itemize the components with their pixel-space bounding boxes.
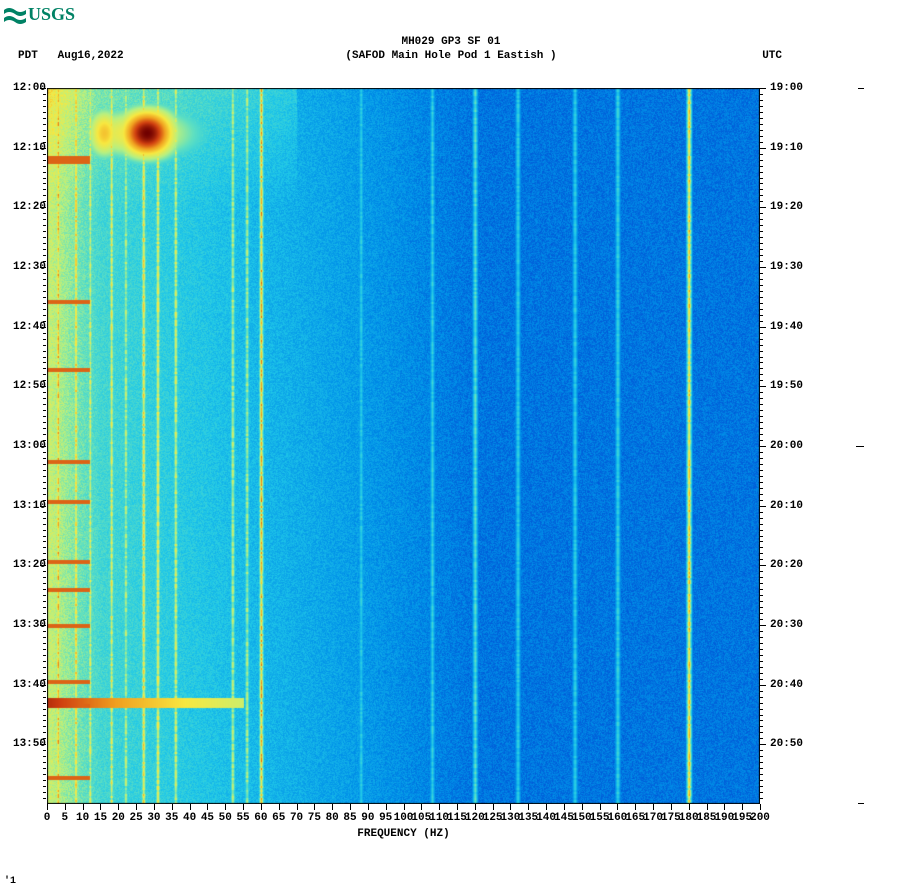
x-tick-label: 190 [714, 812, 734, 824]
x-tick-label: 165 [625, 812, 645, 824]
x-axis-title: FREQUENCY (HZ) [47, 828, 760, 840]
x-tick-label: 110 [429, 812, 449, 824]
x-tick-label: 0 [44, 812, 51, 824]
x-tick-label: 20 [112, 812, 125, 824]
x-tick-label: 155 [590, 812, 610, 824]
x-tick-label: 60 [254, 812, 267, 824]
right-timezone-label: UTC [762, 50, 782, 62]
colorbar-frame [858, 88, 864, 804]
x-tick-label: 80 [326, 812, 339, 824]
x-tick-label: 10 [76, 812, 89, 824]
x-tick-label: 45 [201, 812, 214, 824]
x-tick-label: 90 [361, 812, 374, 824]
x-tick-label: 50 [219, 812, 232, 824]
x-tick-label: 35 [165, 812, 178, 824]
chart-title-line1: MH029 GP3 SF 01 [0, 36, 902, 48]
x-tick-label: 75 [308, 812, 321, 824]
x-tick-label: 200 [750, 812, 770, 824]
x-tick-label: 40 [183, 812, 196, 824]
x-tick-label: 135 [518, 812, 538, 824]
x-tick-label: 145 [554, 812, 574, 824]
x-tick-label: 15 [94, 812, 107, 824]
y-axis-ticks [0, 88, 902, 804]
x-tick-label: 185 [697, 812, 717, 824]
x-tick-label: 195 [732, 812, 752, 824]
x-tick-label: 30 [147, 812, 160, 824]
usgs-logo: USGS [4, 4, 75, 25]
x-tick-label: 130 [501, 812, 521, 824]
x-tick-label: 105 [411, 812, 431, 824]
x-tick-label: 160 [607, 812, 627, 824]
x-tick-label: 70 [290, 812, 303, 824]
x-tick-label: 120 [465, 812, 485, 824]
usgs-logo-text: USGS [28, 4, 75, 25]
x-tick-label: 170 [643, 812, 663, 824]
x-tick-label: 5 [62, 812, 69, 824]
x-tick-label: 180 [679, 812, 699, 824]
x-tick-label: 65 [272, 812, 285, 824]
footer-mark: '1 [4, 876, 16, 887]
x-tick-label: 140 [536, 812, 556, 824]
x-tick-label: 25 [130, 812, 143, 824]
x-tick-label: 115 [447, 812, 467, 824]
x-tick-label: 95 [379, 812, 392, 824]
x-tick-label: 85 [343, 812, 356, 824]
x-tick-label: 55 [236, 812, 249, 824]
